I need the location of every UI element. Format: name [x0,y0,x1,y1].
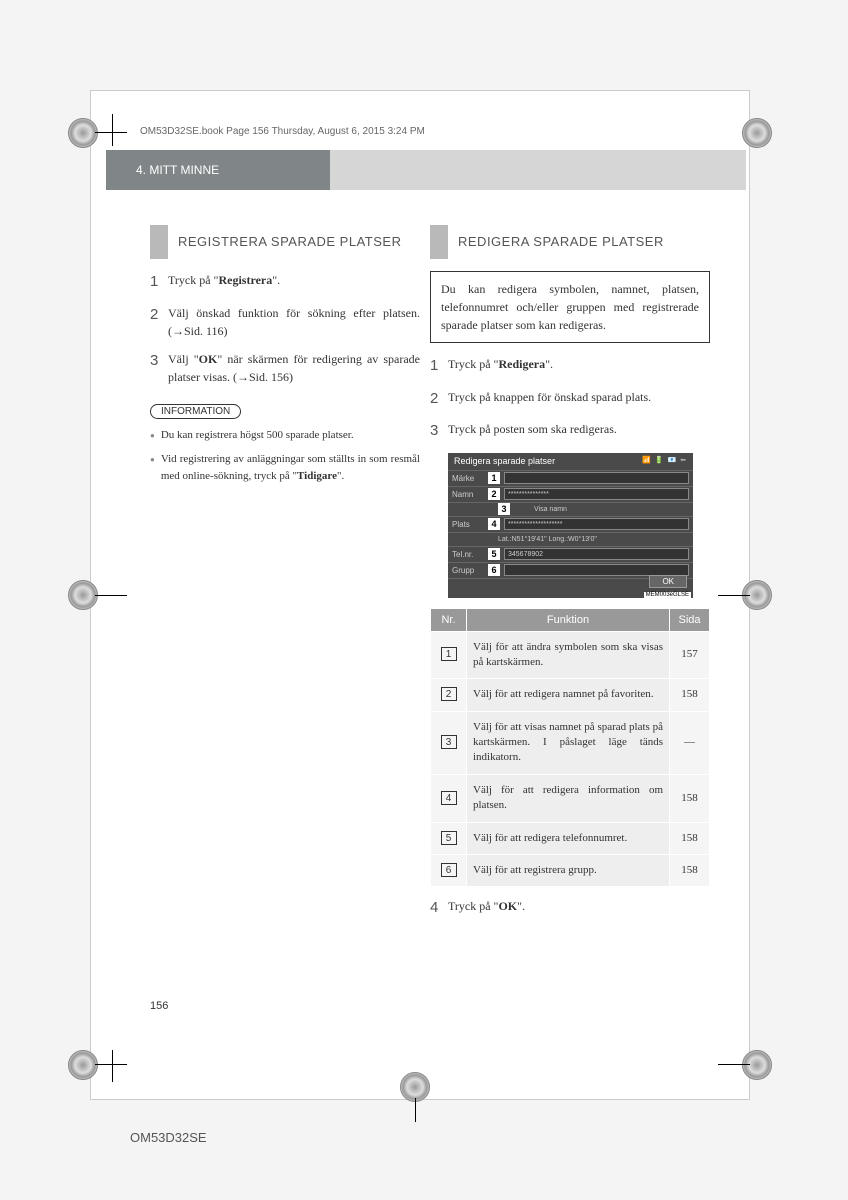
reg-mark-icon [742,118,772,148]
step-2: 2 Tryck på knappen för önskad sparad pla… [430,388,710,411]
table-row: 1Välj för att ändra symbolen som ska vis… [431,631,710,679]
info-box: Du kan redigera symbolen, namnet, platse… [430,271,710,343]
page-number: 156 [150,1000,168,1012]
crop-mark [112,114,113,146]
step-3: 3 Välj "OK" när skärmen för redigering a… [150,350,420,386]
table-row: 5Välj för att redigera telefonnumret.158 [431,822,710,854]
crop-mark [718,1064,750,1065]
crop-mark [95,132,127,133]
step-1: 1 Tryck på "Redigera". [430,355,710,378]
step-2: 2 Välj önskad funktion för sökning efter… [150,304,420,340]
reg-mark-icon [68,118,98,148]
info-bullet: Vid registrering av anläggningar som stä… [150,451,420,484]
information-label: INFORMATION [150,404,241,419]
th-nr: Nr. [431,608,467,631]
screenshot-code: MEM003eGLSE [644,592,691,598]
status-icons: 📶 🔋 📧 ⬅ [642,456,687,467]
crop-mark [718,595,750,596]
th-funktion: Funktion [467,608,670,631]
crop-mark [415,1098,416,1122]
crop-mark [112,1050,113,1082]
reg-mark-icon [742,1050,772,1080]
table-row: 6Välj för att registrera grupp.158 [431,855,710,887]
book-meta: OM53D32SE.book Page 156 Thursday, August… [140,126,425,137]
step-4: 4 Tryck på "OK". [430,897,710,920]
screenshot-title: Redigera sparade platser [454,456,555,467]
table-row: 3Välj för att visas namnet på sparad pla… [431,711,710,774]
heading-bar [430,225,448,259]
ok-button: OK [649,575,687,588]
section-heading-right: REDIGERA SPARADE PLATSER [430,225,710,259]
heading-text: REDIGERA SPARADE PLATSER [458,234,664,251]
step-1: 1 Tryck på "Registrera". [150,271,420,294]
reg-mark-icon [68,580,98,610]
table-row: 4Välj för att redigera information om pl… [431,774,710,822]
step-3: 3 Tryck på posten som ska redigeras. [430,420,710,443]
reg-mark-icon [68,1050,98,1080]
right-column: REDIGERA SPARADE PLATSER Du kan redigera… [430,225,710,930]
heading-text: REGISTRERA SPARADE PLATSER [178,234,401,251]
doc-code: OM53D32SE [130,1130,207,1145]
section-title: 4. MITT MINNE [106,163,219,177]
crop-mark [95,1064,127,1065]
heading-bar [150,225,168,259]
info-bullet: Du kan registrera högst 500 sparade plat… [150,427,420,444]
section-heading-left: REGISTRERA SPARADE PLATSER [150,225,420,259]
function-table: Nr. Funktion Sida 1Välj för att ändra sy… [430,608,710,888]
left-column: REGISTRERA SPARADE PLATSER 1 Tryck på "R… [150,225,420,492]
device-screenshot: Redigera sparade platser 📶 🔋 📧 ⬅ Märke1 … [448,453,693,598]
th-sida: Sida [670,608,710,631]
crop-mark [95,595,127,596]
table-row: 2Välj för att redigera namnet på favorit… [431,679,710,711]
section-header: 4. MITT MINNE [106,150,746,190]
